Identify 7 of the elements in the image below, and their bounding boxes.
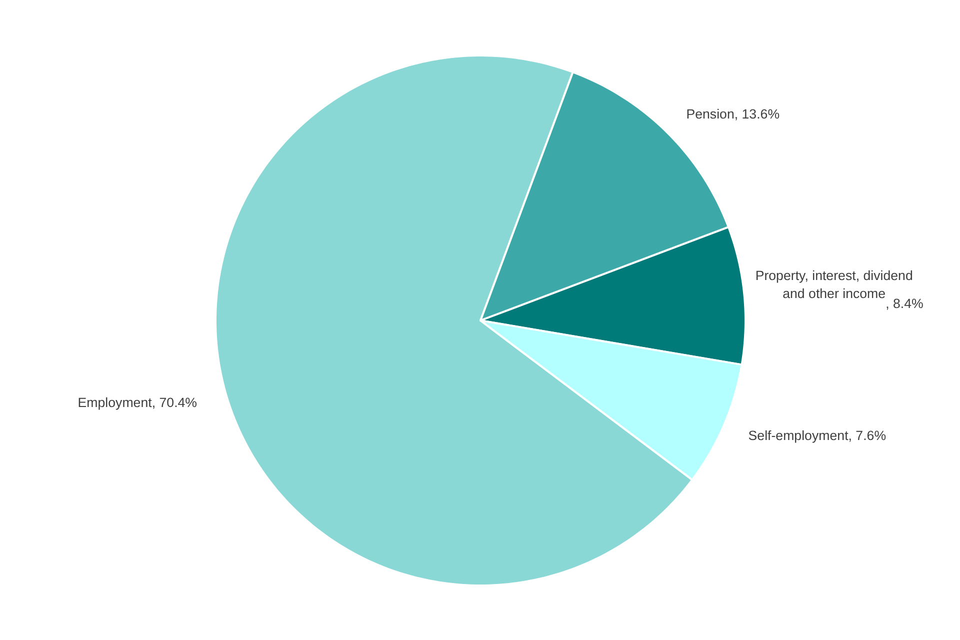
- slice-label: Self-employment: [748, 428, 849, 444]
- data-label: , 8.4%: [886, 296, 924, 311]
- slice-label: Pension: [686, 106, 734, 122]
- data-label: , 70.4%: [152, 394, 198, 410]
- data-label: , 13.6%: [734, 106, 780, 122]
- slice-label: Employment: [78, 394, 152, 410]
- data-label: , 7.6%: [848, 428, 886, 444]
